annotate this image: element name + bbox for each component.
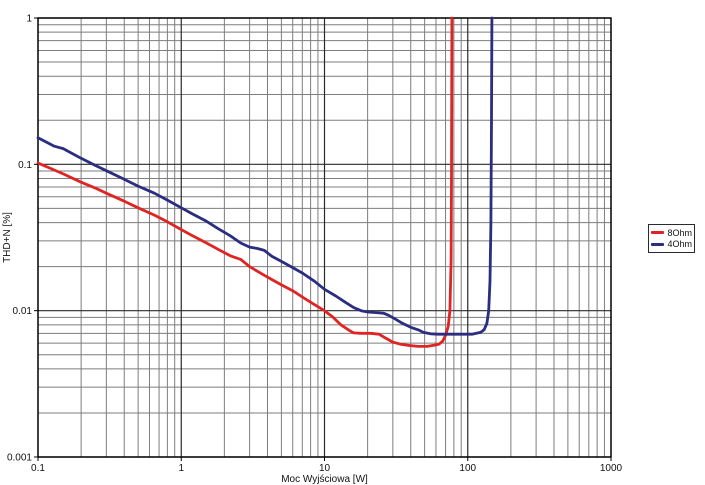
x-tick-label: 10: [319, 463, 331, 474]
x-axis-title: Moc Wyjściowa [W]: [281, 474, 368, 485]
x-tick-label: 0.1: [31, 463, 45, 474]
legend-label: 8Ohm: [667, 227, 692, 238]
legend-swatch-8ohm: [651, 231, 665, 235]
y-tick-label: 0.01: [13, 306, 33, 317]
y-tick-label: 0.1: [18, 160, 32, 171]
legend-label: 4Ohm: [667, 239, 692, 250]
legend-swatch-4ohm: [651, 242, 665, 246]
y-tick-label: 1: [26, 14, 32, 25]
series-line-4ohm: [36, 16, 494, 336]
y-axis-title: THD+N [%]: [2, 212, 13, 263]
y-tick-label: 0.001: [7, 453, 32, 464]
series-line-8ohm: [36, 16, 454, 348]
x-tick-label: 100: [459, 463, 476, 474]
x-tick-label: 1: [178, 463, 184, 474]
legend-item-4ohm: 4Ohm: [651, 239, 692, 249]
x-tick-label: 1000: [600, 463, 623, 474]
legend: 8Ohm 4Ohm: [648, 224, 695, 253]
legend-item-8ohm: 8Ohm: [651, 228, 692, 238]
